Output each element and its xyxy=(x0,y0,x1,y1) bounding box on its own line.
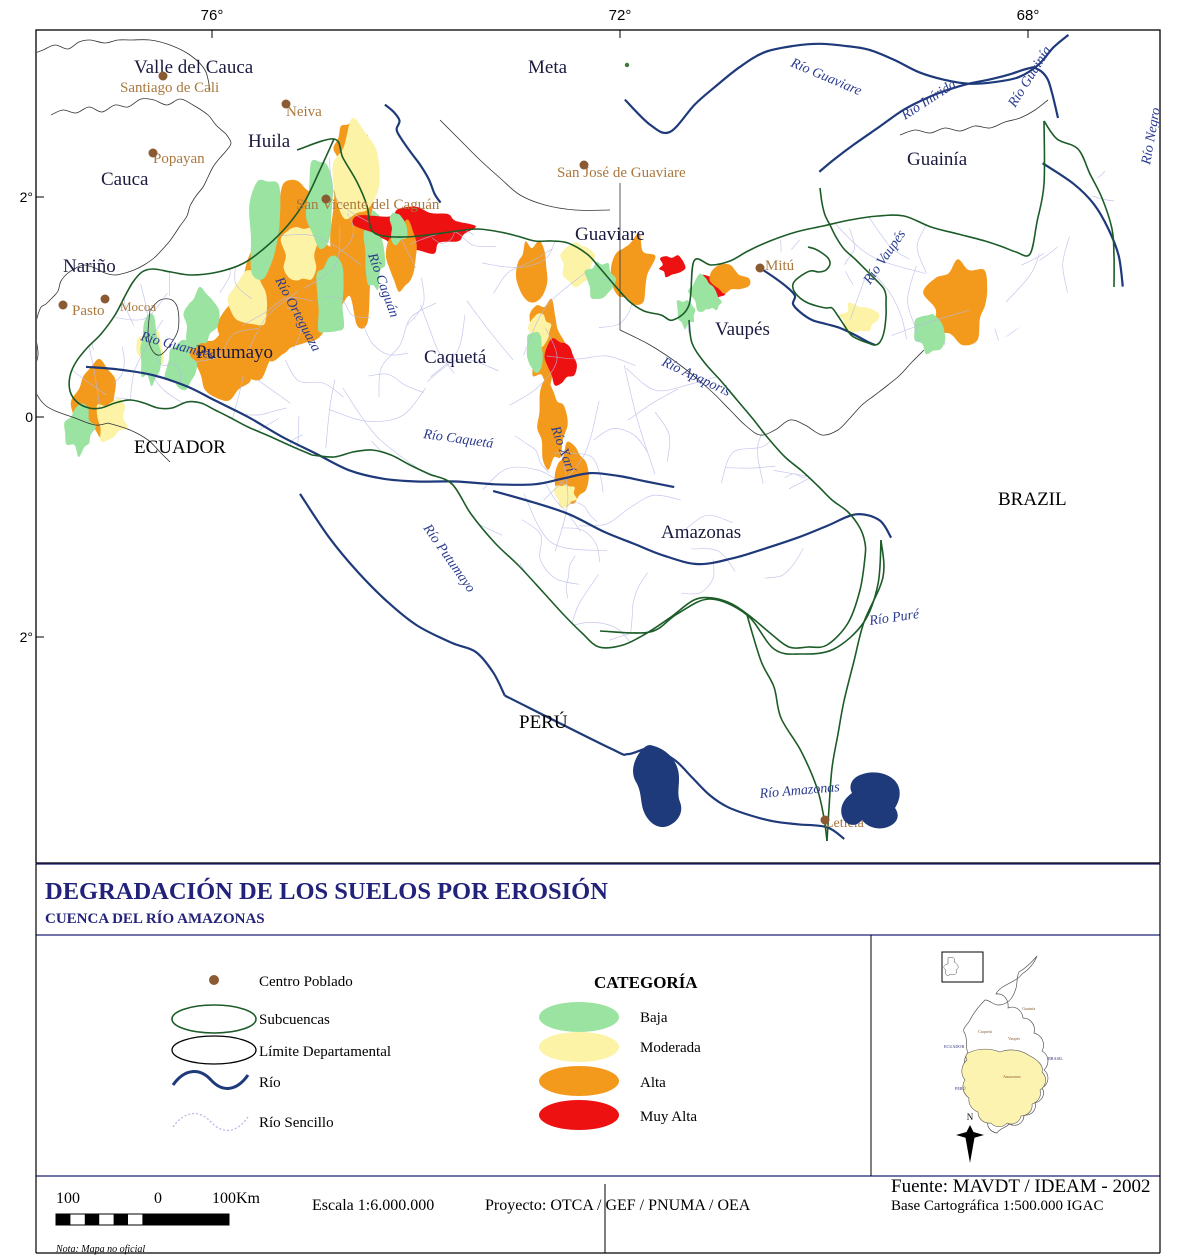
svg-text:Moderada: Moderada xyxy=(640,1040,701,1056)
svg-text:2°: 2° xyxy=(20,189,33,205)
svg-text:Subcuencas: Subcuencas xyxy=(259,1012,330,1028)
svg-text:2°: 2° xyxy=(20,629,33,645)
svg-text:Caquetá: Caquetá xyxy=(978,1029,992,1034)
svg-text:Caquetá: Caquetá xyxy=(424,347,487,368)
svg-text:0: 0 xyxy=(25,409,33,425)
svg-text:PERÚ: PERÚ xyxy=(519,711,568,733)
svg-text:0: 0 xyxy=(154,1190,162,1207)
svg-text:Amazonas: Amazonas xyxy=(1003,1074,1021,1079)
svg-text:N: N xyxy=(967,1112,974,1122)
svg-text:Río Sencillo: Río Sencillo xyxy=(259,1115,334,1131)
svg-text:Guainía: Guainía xyxy=(1022,1006,1035,1011)
svg-text:Nariño: Nariño xyxy=(63,256,116,277)
svg-text:Vaupés: Vaupés xyxy=(1008,1036,1020,1041)
svg-text:BRASIL: BRASIL xyxy=(1048,1056,1063,1061)
svg-text:Meta: Meta xyxy=(528,57,568,78)
svg-text:Baja: Baja xyxy=(640,1010,668,1026)
svg-text:ECUADOR: ECUADOR xyxy=(944,1044,964,1049)
svg-text:BRAZIL: BRAZIL xyxy=(998,489,1067,510)
svg-text:Nota: Mapa no oficial: Nota: Mapa no oficial xyxy=(55,1244,145,1255)
svg-text:Mitú: Mitú xyxy=(765,258,795,274)
svg-text:100Km: 100Km xyxy=(212,1190,261,1207)
svg-text:Vaupés: Vaupés xyxy=(715,319,770,340)
svg-text:Guainía: Guainía xyxy=(907,149,968,170)
svg-text:San José de Guaviare: San José de Guaviare xyxy=(557,165,686,181)
svg-text:CUENCA DEL RÍO AMAZONAS: CUENCA DEL RÍO AMAZONAS xyxy=(45,910,265,927)
svg-text:72°: 72° xyxy=(609,7,632,24)
svg-text:100: 100 xyxy=(56,1190,80,1207)
svg-text:Muy Alta: Muy Alta xyxy=(640,1109,697,1125)
svg-text:Fuente: MAVDT / IDEAM - 2002: Fuente: MAVDT / IDEAM - 2002 xyxy=(891,1176,1151,1197)
svg-text:Límite Departamental: Límite Departamental xyxy=(259,1044,391,1060)
svg-text:Santiago de Cali: Santiago de Cali xyxy=(120,80,219,96)
svg-text:Centro Poblado: Centro Poblado xyxy=(259,974,353,990)
svg-text:Pasto: Pasto xyxy=(72,303,105,319)
svg-text:Mocoa: Mocoa xyxy=(120,299,156,314)
svg-text:CATEGORÍA: CATEGORÍA xyxy=(594,973,698,992)
svg-text:Neiva: Neiva xyxy=(286,104,322,120)
svg-text:PERÚ: PERÚ xyxy=(955,1086,966,1091)
svg-text:Escala 1:6.000.000: Escala 1:6.000.000 xyxy=(312,1197,434,1214)
svg-text:Alta: Alta xyxy=(640,1075,666,1091)
svg-text:San Vicente del Caguán: San Vicente del Caguán xyxy=(296,197,440,213)
svg-text:Amazonas: Amazonas xyxy=(661,522,741,543)
svg-text:76°: 76° xyxy=(201,7,224,24)
svg-text:Popayan: Popayan xyxy=(153,151,205,167)
svg-text:Proyecto: OTCA / GEF / PNUMA /: Proyecto: OTCA / GEF / PNUMA / OEA xyxy=(485,1197,751,1214)
svg-text:68°: 68° xyxy=(1017,7,1040,24)
svg-text:Guaviare: Guaviare xyxy=(575,224,645,245)
svg-text:DEGRADACIÓN DE LOS SUELOS POR: DEGRADACIÓN DE LOS SUELOS POR EROSIÓN xyxy=(45,877,608,905)
svg-text:Valle del Cauca: Valle del Cauca xyxy=(134,57,254,78)
svg-text:Río: Río xyxy=(259,1075,281,1091)
svg-text:Cauca: Cauca xyxy=(101,169,149,190)
svg-text:ECUADOR: ECUADOR xyxy=(134,437,226,458)
svg-text:Huila: Huila xyxy=(248,131,291,152)
svg-text:Base Cartográfica 1:500.000 IG: Base Cartográfica 1:500.000 IGAC xyxy=(891,1198,1103,1214)
